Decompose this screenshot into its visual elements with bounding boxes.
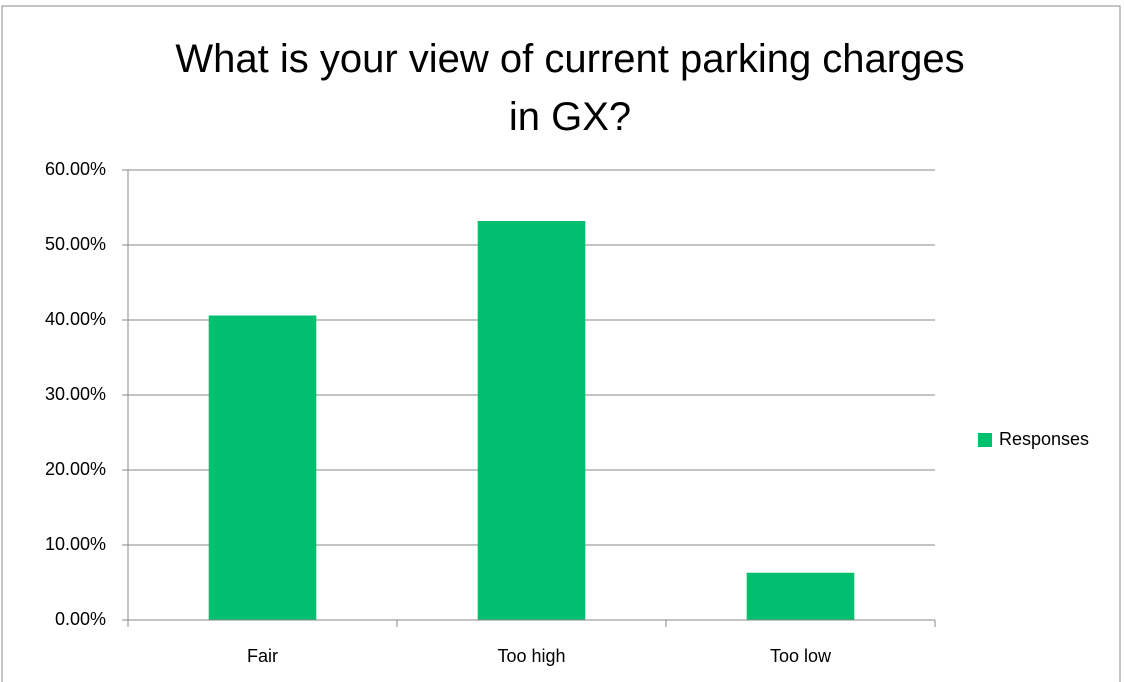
bar [208, 315, 317, 620]
legend-label: Responses [999, 429, 1089, 449]
legend-swatch [978, 433, 992, 447]
x-tick-label: Too high [497, 646, 565, 666]
y-tick-label: 40.00% [45, 309, 106, 329]
y-tick-label: 50.00% [45, 234, 106, 254]
y-tick-label: 0.00% [55, 609, 106, 629]
bar [477, 221, 586, 620]
bar [746, 572, 855, 620]
y-tick-label: 30.00% [45, 384, 106, 404]
y-tick-label: 20.00% [45, 459, 106, 479]
chart-frame [1, 5, 1121, 682]
x-tick-label: Too low [770, 646, 832, 666]
y-tick-label: 60.00% [45, 159, 106, 179]
x-tick-label: Fair [247, 646, 278, 666]
y-tick-label: 10.00% [45, 534, 106, 554]
chart-title: What is your view of current parking cha… [175, 37, 965, 139]
